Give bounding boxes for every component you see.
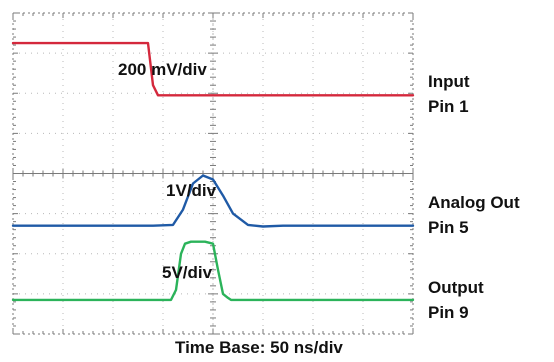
analog-out-trace <box>11 174 415 228</box>
traces <box>11 41 415 302</box>
graticule <box>12 12 414 335</box>
output-trace <box>11 240 415 302</box>
analog-out-channel-label: Analog Out <box>428 193 520 212</box>
input-channel-label: Input <box>428 72 470 91</box>
output-channel-label: Output <box>428 278 484 297</box>
input-trace <box>11 41 415 97</box>
output-pin-label: Pin 9 <box>428 303 469 322</box>
input-pin-label: Pin 1 <box>428 97 469 116</box>
output-scale-label: 5V/div <box>162 263 213 282</box>
timebase-label: Time Base: 50 ns/div <box>175 338 343 357</box>
input-scale-label: 200 mV/div <box>118 60 207 79</box>
analog-out-pin-label: Pin 5 <box>428 218 469 237</box>
analog-out-scale-label: 1V/div <box>166 181 217 200</box>
